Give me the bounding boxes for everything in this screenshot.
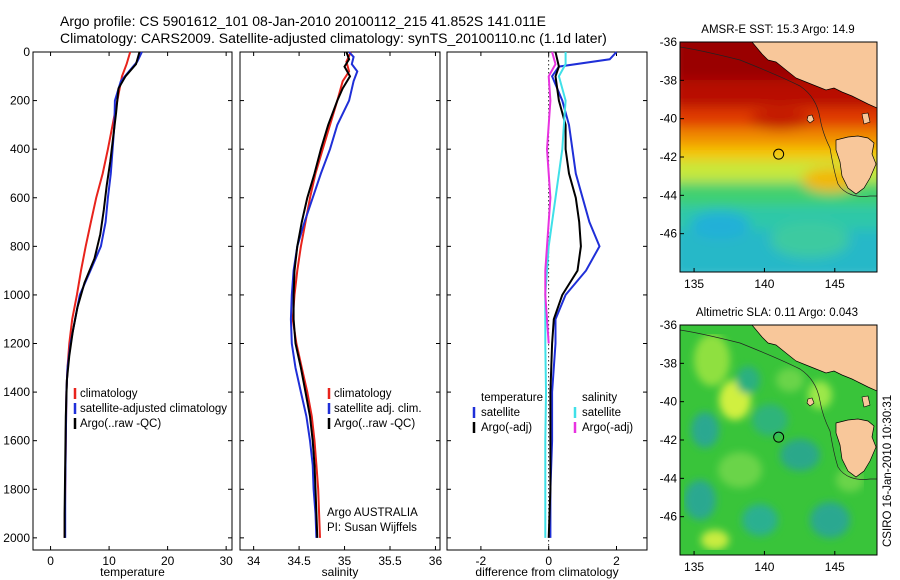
y-tick-label: 1800: [3, 482, 30, 496]
x-tick-label: 0: [47, 554, 54, 568]
map-y-tick-label: -38: [660, 73, 678, 87]
plot-frame: [239, 51, 441, 551]
x-tick-label: 10: [102, 554, 116, 568]
map-y-tick-label: -36: [660, 318, 678, 332]
y-tick-label: 1200: [3, 337, 30, 351]
sla-tasmania: [835, 418, 877, 478]
sst-flinders-island: [861, 112, 871, 125]
map-y-tick-label: -44: [660, 188, 678, 202]
map-y-tick-label: -44: [660, 471, 678, 485]
series-line-temperature-argo-adj: [547, 51, 582, 538]
x-axis-label: temperature: [100, 565, 165, 579]
sla-map: [680, 325, 877, 555]
sla-king-island: [806, 397, 815, 407]
x-tick-label: 35.5: [378, 554, 402, 568]
map-y-tick-label: -38: [660, 356, 678, 370]
sla-map-title: Altimetric SLA: 0.11 Argo: 0.043: [696, 307, 858, 319]
profile-location-marker: [773, 431, 785, 443]
series-line-argo-raw-qc: [63, 51, 141, 538]
sla-depth-contour: [680, 329, 877, 480]
x-tick-label: 34: [247, 554, 261, 568]
x-tick-label: 36: [429, 554, 443, 568]
sst-depth-contour: [680, 46, 877, 197]
figure-title-line2: Climatology: CARS2009. Satellite-adjuste…: [60, 30, 607, 46]
sst-map-axes: 135 140 145 -36 -38 -40 -42 -44 -46: [660, 35, 878, 291]
sst-mainland: [751, 42, 877, 109]
legend-entry-temperature-argo-adj: Argo(-adj): [481, 422, 532, 434]
map-x-tick-label: 145: [825, 277, 845, 291]
map-x-tick-label: 135: [684, 277, 704, 291]
map-x-tick-label: 145: [825, 560, 845, 574]
legend-entry-salinity-argo-adj: Argo(-adj): [582, 422, 633, 434]
argo-credit: Argo AUSTRALIA: [327, 507, 418, 519]
plot-frame: [32, 51, 233, 551]
x-axis-label: difference from climatology: [475, 565, 618, 579]
legend-entry-climatology: climatology: [80, 388, 138, 400]
timestamp-stamp: CSIRO 16-Jan-2010 10:30:31: [882, 395, 894, 547]
y-tick-label: 200: [10, 94, 30, 108]
x-tick-label: 30: [219, 554, 233, 568]
y-tick-label: 600: [10, 191, 30, 205]
x-tick-label: -2: [476, 554, 487, 568]
profile-location-marker: [773, 148, 785, 160]
series-line-temperature-satellite: [549, 51, 618, 538]
map-y-tick-label: -46: [660, 510, 678, 524]
sla-field: [684, 334, 864, 550]
pi-credit: PI: Susan Wijffels: [327, 522, 417, 534]
map-y-tick-label: -40: [660, 112, 678, 126]
series-line-argo-raw-qc: [292, 51, 352, 538]
legend-entry-satellite-adj-clim: satellite adj. clim.: [334, 403, 422, 415]
map-y-tick-label: -40: [660, 395, 678, 409]
x-tick-label: 0: [545, 554, 552, 568]
map-x-tick-label: 140: [754, 560, 774, 574]
legend-entry-salinity-satellite: satellite: [582, 407, 621, 419]
map-y-tick-label: -42: [660, 150, 678, 164]
plot-frame: [446, 51, 648, 551]
y-tick-label: 0: [23, 45, 30, 59]
legend-heading-temperature: temperature: [481, 392, 543, 404]
sla-mainland: [751, 325, 877, 392]
sla-map-axes: 135 140 145 -36 -38 -40 -42 -44 -46: [660, 318, 878, 574]
legend-entry-argo-raw-qc: Argo(..raw -QC): [334, 418, 415, 430]
map-y-tick-label: -42: [660, 433, 678, 447]
x-tick-label: 2: [613, 554, 620, 568]
map-y-tick-label: -36: [660, 35, 678, 49]
map-x-tick-label: 140: [754, 277, 774, 291]
sst-map-title: AMSR-E SST: 15.3 Argo: 14.9: [701, 24, 854, 36]
y-tick-label: 1000: [3, 288, 30, 302]
y-tick-label: 1600: [3, 434, 30, 448]
legend-heading-salinity: salinity: [582, 392, 617, 404]
x-tick-label: 35: [338, 554, 352, 568]
legend-entry-satellite-adjusted-climatology: satellite-adjusted climatology: [80, 403, 227, 415]
legend-entry-climatology: climatology: [334, 388, 392, 400]
temperature-panel: 0 10 20 30 0 200 400 600 800 1000 1200 1400 1600 1800…: [3, 45, 233, 579]
sst-map: [680, 42, 877, 272]
x-axis-label: salinity: [322, 565, 359, 579]
figure-title-line1: Argo profile: CS 5901612_101 08-Jan-2010…: [60, 13, 546, 29]
sst-tasmania: [835, 135, 877, 195]
salinity-panel: 34 34.5 35 35.5 36 salinity climatology satelli…: [239, 51, 443, 579]
y-tick-label: 400: [10, 142, 30, 156]
legend-entry-temperature-satellite: satellite: [481, 407, 520, 419]
map-y-tick-label: -46: [660, 227, 678, 241]
map-x-tick-label: 135: [684, 560, 704, 574]
y-tick-label: 1400: [3, 385, 30, 399]
legend-entry-argo-raw-qc: Argo(..raw -QC): [80, 418, 161, 430]
sst-king-island: [806, 114, 815, 124]
x-tick-label: 34.5: [287, 554, 311, 568]
y-tick-label: 800: [10, 239, 30, 253]
sla-flinders-island: [861, 395, 871, 408]
series-line-salinity-satellite: [544, 52, 567, 538]
series-line-salinity-argo-adj: [544, 51, 557, 344]
y-tick-label: 2000: [3, 531, 30, 545]
x-tick-label: 20: [161, 554, 175, 568]
